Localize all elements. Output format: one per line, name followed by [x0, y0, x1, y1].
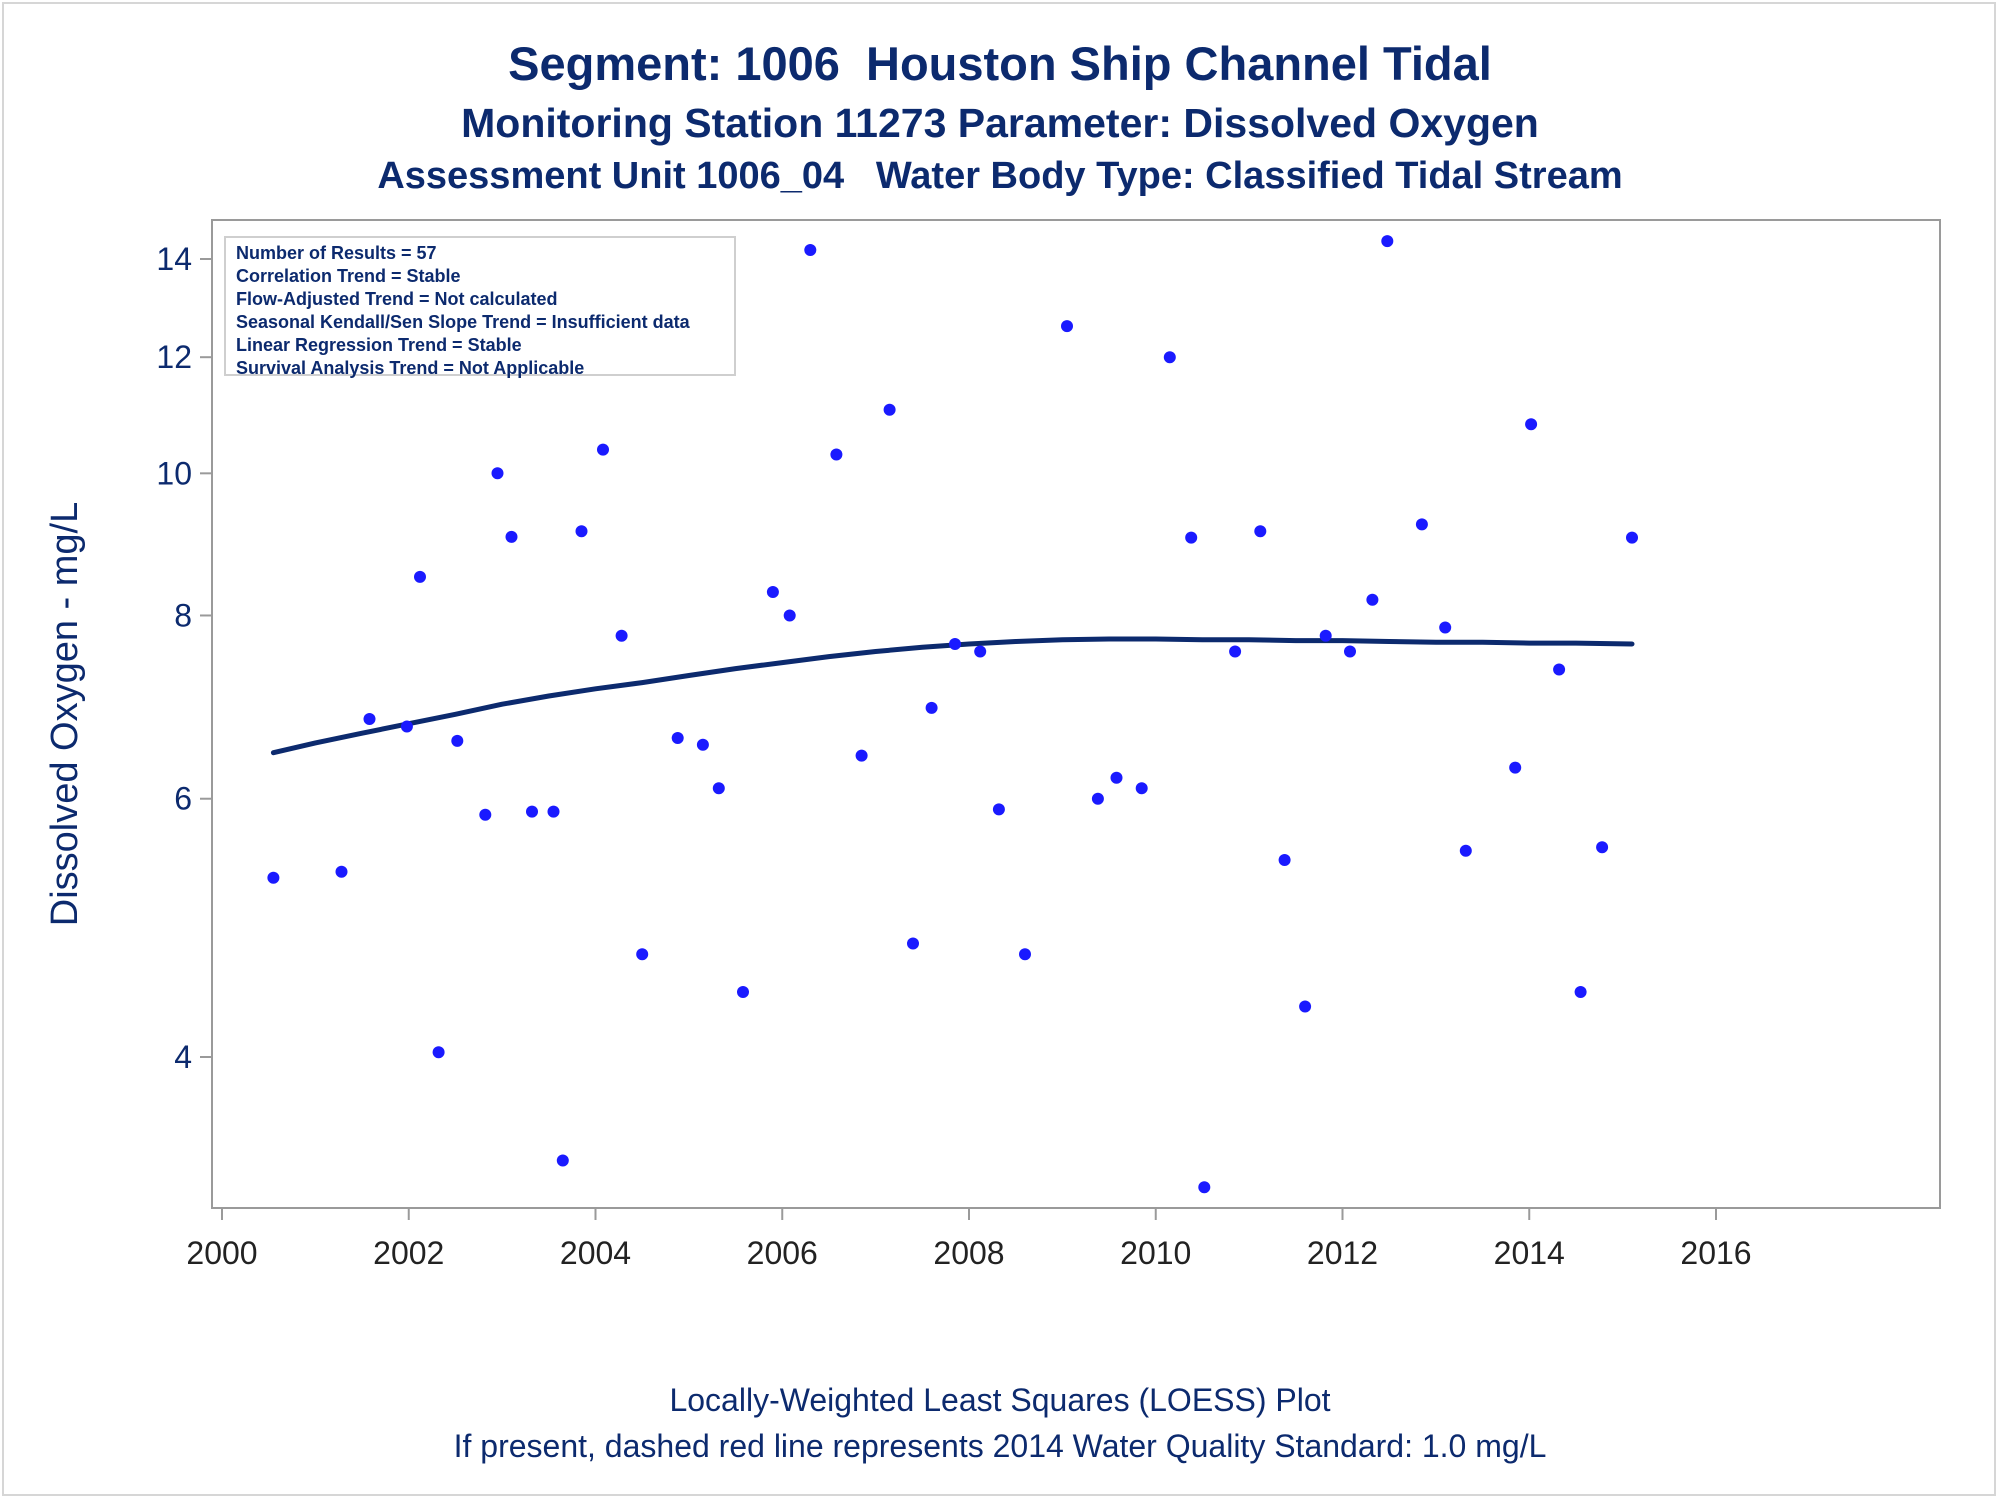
data-point [1198, 1181, 1211, 1194]
data-point [267, 871, 280, 884]
data-point [1229, 645, 1242, 658]
x-tick-label: 2012 [1307, 1235, 1378, 1271]
x-tick-label: 2008 [933, 1235, 1004, 1271]
x-tick-label: 2006 [747, 1235, 818, 1271]
data-point [1509, 761, 1522, 774]
data-point [479, 808, 492, 821]
data-point [400, 720, 413, 733]
x-tick-label: 2010 [1120, 1235, 1191, 1271]
footnote-standard: If present, dashed red line represents 2… [453, 1428, 1547, 1464]
data-point [925, 701, 938, 714]
data-point [712, 782, 725, 795]
data-point [671, 732, 684, 744]
data-point [696, 738, 709, 751]
data-point [766, 586, 779, 598]
data-point [363, 713, 376, 725]
data-point [949, 638, 961, 650]
data-point [505, 530, 518, 543]
data-point [1553, 663, 1566, 676]
data-point [1135, 782, 1148, 795]
plot-frame [211, 219, 1941, 1209]
data-point [556, 1154, 569, 1167]
data-point [737, 986, 749, 998]
data-point [1574, 986, 1587, 998]
data-point [1019, 948, 1031, 961]
stats-linear-regression-trend: Linear Regression Trend = Stable [236, 335, 522, 355]
y-axis-label: Dissolved Oxygen - mg/L [44, 502, 86, 927]
chart-title: Segment: 1006 Houston Ship Channel Tidal [508, 37, 1492, 90]
data-point [1344, 645, 1356, 658]
data-point [1091, 792, 1104, 805]
data-point [883, 403, 896, 416]
data-point [974, 645, 987, 658]
data-point [1596, 841, 1609, 854]
y-tick-label: 10 [156, 455, 192, 491]
data-point [1061, 320, 1073, 333]
stats-flow-adjusted-trend: Flow-Adjusted Trend = Not calculated [236, 289, 558, 309]
y-tick-label: 4 [174, 1039, 192, 1075]
stats-survival-analysis-trend: Survival Analysis Trend = Not Applicable [236, 358, 585, 378]
data-point [1254, 525, 1267, 538]
y-tick-label: 8 [174, 597, 192, 633]
data-point [432, 1046, 445, 1059]
data-point [491, 467, 504, 480]
data-point [575, 525, 588, 538]
data-point [1525, 418, 1538, 431]
data-point [335, 865, 348, 878]
loess-line [270, 636, 1635, 756]
chart-subtitle: Monitoring Station 11273 Parameter: Diss… [461, 100, 1539, 146]
data-point [451, 734, 464, 747]
x-tick-label: 2004 [560, 1235, 631, 1271]
y-tick-label: 6 [174, 781, 192, 817]
data-point [636, 948, 649, 961]
chart-subtitle-2: Assessment Unit 1006_04 Water Body Type:… [377, 155, 1623, 197]
x-tick-label: 2016 [1680, 1235, 1751, 1271]
data-point [830, 448, 843, 461]
y-tick-label: 12 [156, 339, 192, 375]
data-point [1415, 518, 1428, 531]
data-point [855, 749, 868, 762]
data-point [615, 629, 628, 642]
stats-number-of-results: Number of Results = 57 [236, 243, 437, 263]
data-point [1319, 629, 1332, 642]
data-point [1110, 771, 1123, 784]
stats-correlation-trend: Correlation Trend = Stable [236, 266, 461, 286]
data-point [547, 805, 560, 818]
data-point [1459, 844, 1472, 857]
data-point [992, 803, 1005, 816]
x-tick-label: 2014 [1494, 1235, 1565, 1271]
data-point [526, 805, 538, 818]
x-tick-label: 2002 [373, 1235, 444, 1271]
data-point [1163, 351, 1176, 364]
stats-legend-box: Number of Results = 57 Correlation Trend… [224, 236, 736, 378]
data-point [1278, 854, 1291, 866]
data-point [907, 937, 919, 950]
data-point [1185, 531, 1198, 544]
data-point [804, 244, 817, 256]
data-point [1299, 1000, 1312, 1013]
y-tick-label: 14 [156, 241, 192, 277]
footnote-loess: Locally-Weighted Least Squares (LOESS) P… [669, 1382, 1331, 1418]
data-point [1439, 621, 1452, 634]
x-tick-label: 2000 [186, 1235, 257, 1271]
data-point [414, 570, 426, 583]
stats-seasonal-kendall-trend: Seasonal Kendall/Sen Slope Trend = Insuf… [236, 312, 690, 332]
data-point [1381, 235, 1394, 248]
data-point [1626, 531, 1638, 544]
data-point [1366, 593, 1379, 606]
data-point [597, 443, 609, 456]
data-point [783, 609, 796, 622]
